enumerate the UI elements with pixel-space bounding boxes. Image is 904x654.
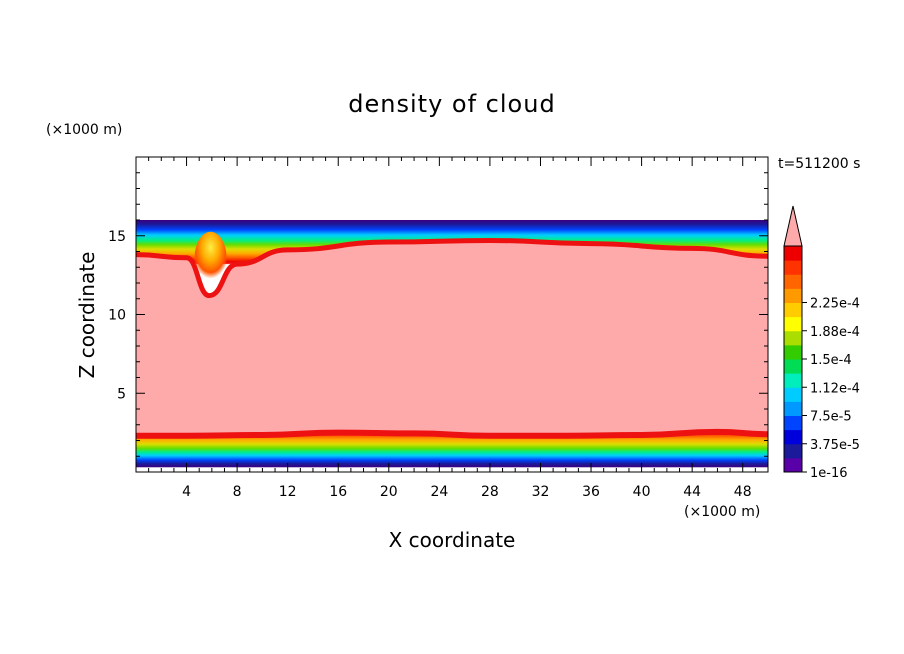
y-tick-label: 15 (108, 229, 126, 245)
colorbar-label: 1.5e-4 (810, 353, 852, 368)
x-tick-label: 48 (734, 484, 752, 500)
time-label: t=511200 s (778, 156, 860, 172)
x-tick-label: 36 (582, 484, 600, 500)
x-tick-label: 40 (633, 484, 651, 500)
colorbar-segment (784, 401, 802, 416)
colorbar-extend-max (783, 205, 803, 247)
x-axis-ticks: 4 8 12 16 20 24 28 32 36 40 44 48 (148, 157, 756, 500)
colorbar-segment (784, 302, 802, 318)
colorbar-segment (784, 373, 802, 388)
x-tick-label: 20 (380, 484, 398, 500)
colorbar-segment (784, 429, 802, 445)
x-tick-label: 44 (683, 484, 701, 500)
colorbar-segment (784, 260, 802, 275)
cloud-core-region (136, 240, 768, 436)
y-axis-label: Z coordinate (75, 252, 99, 379)
colorbar-label: 1.88e-4 (810, 325, 860, 340)
colorbar-label: 1.12e-4 (810, 381, 860, 396)
colorbar-segment (784, 330, 802, 346)
y-unit-label: (×1000 m) (46, 122, 122, 138)
colorbar-segment (784, 288, 802, 303)
cloud-base-edge (136, 428, 768, 439)
y-axis-ticks: 5 10 15 (108, 172, 768, 457)
colorbar-label: 1e-16 (810, 466, 848, 481)
x-tick-label: 16 (329, 484, 347, 500)
y-tick-label: 5 (117, 386, 126, 402)
x-unit-label: (×1000 m) (684, 504, 760, 520)
y-tick-label: 10 (108, 308, 126, 324)
colorbar-segment (784, 274, 802, 289)
colorbar-segment (784, 415, 802, 431)
updraft-plume (194, 231, 227, 284)
colorbar-label: 3.75e-5 (810, 438, 860, 453)
x-tick-label: 4 (182, 484, 191, 500)
colorbar-label: 7.5e-5 (810, 410, 852, 425)
colorbar-segment (784, 246, 802, 261)
x-tick-label: 8 (233, 484, 242, 500)
colorbar: 1e-16 3.75e-5 7.5e-5 1.12e-4 1.5e-4 1.88e-4 2.… (783, 205, 860, 481)
plot-area (136, 220, 768, 468)
colorbar-segment (784, 443, 802, 459)
colorbar-segment (784, 344, 802, 360)
x-axis-label: X coordinate (389, 528, 516, 552)
cloud-top-edge (136, 237, 768, 299)
colorbar-segment (784, 316, 802, 332)
x-tick-label: 24 (430, 484, 448, 500)
colorbar-segment (784, 359, 802, 374)
x-tick-label: 28 (481, 484, 499, 500)
x-tick-label: 12 (279, 484, 297, 500)
x-tick-label: 32 (532, 484, 550, 500)
colorbar-label: 2.25e-4 (810, 297, 860, 312)
chart-title: density of cloud (348, 90, 555, 118)
colorbar-segment (784, 457, 802, 473)
colorbar-segment (784, 387, 802, 402)
